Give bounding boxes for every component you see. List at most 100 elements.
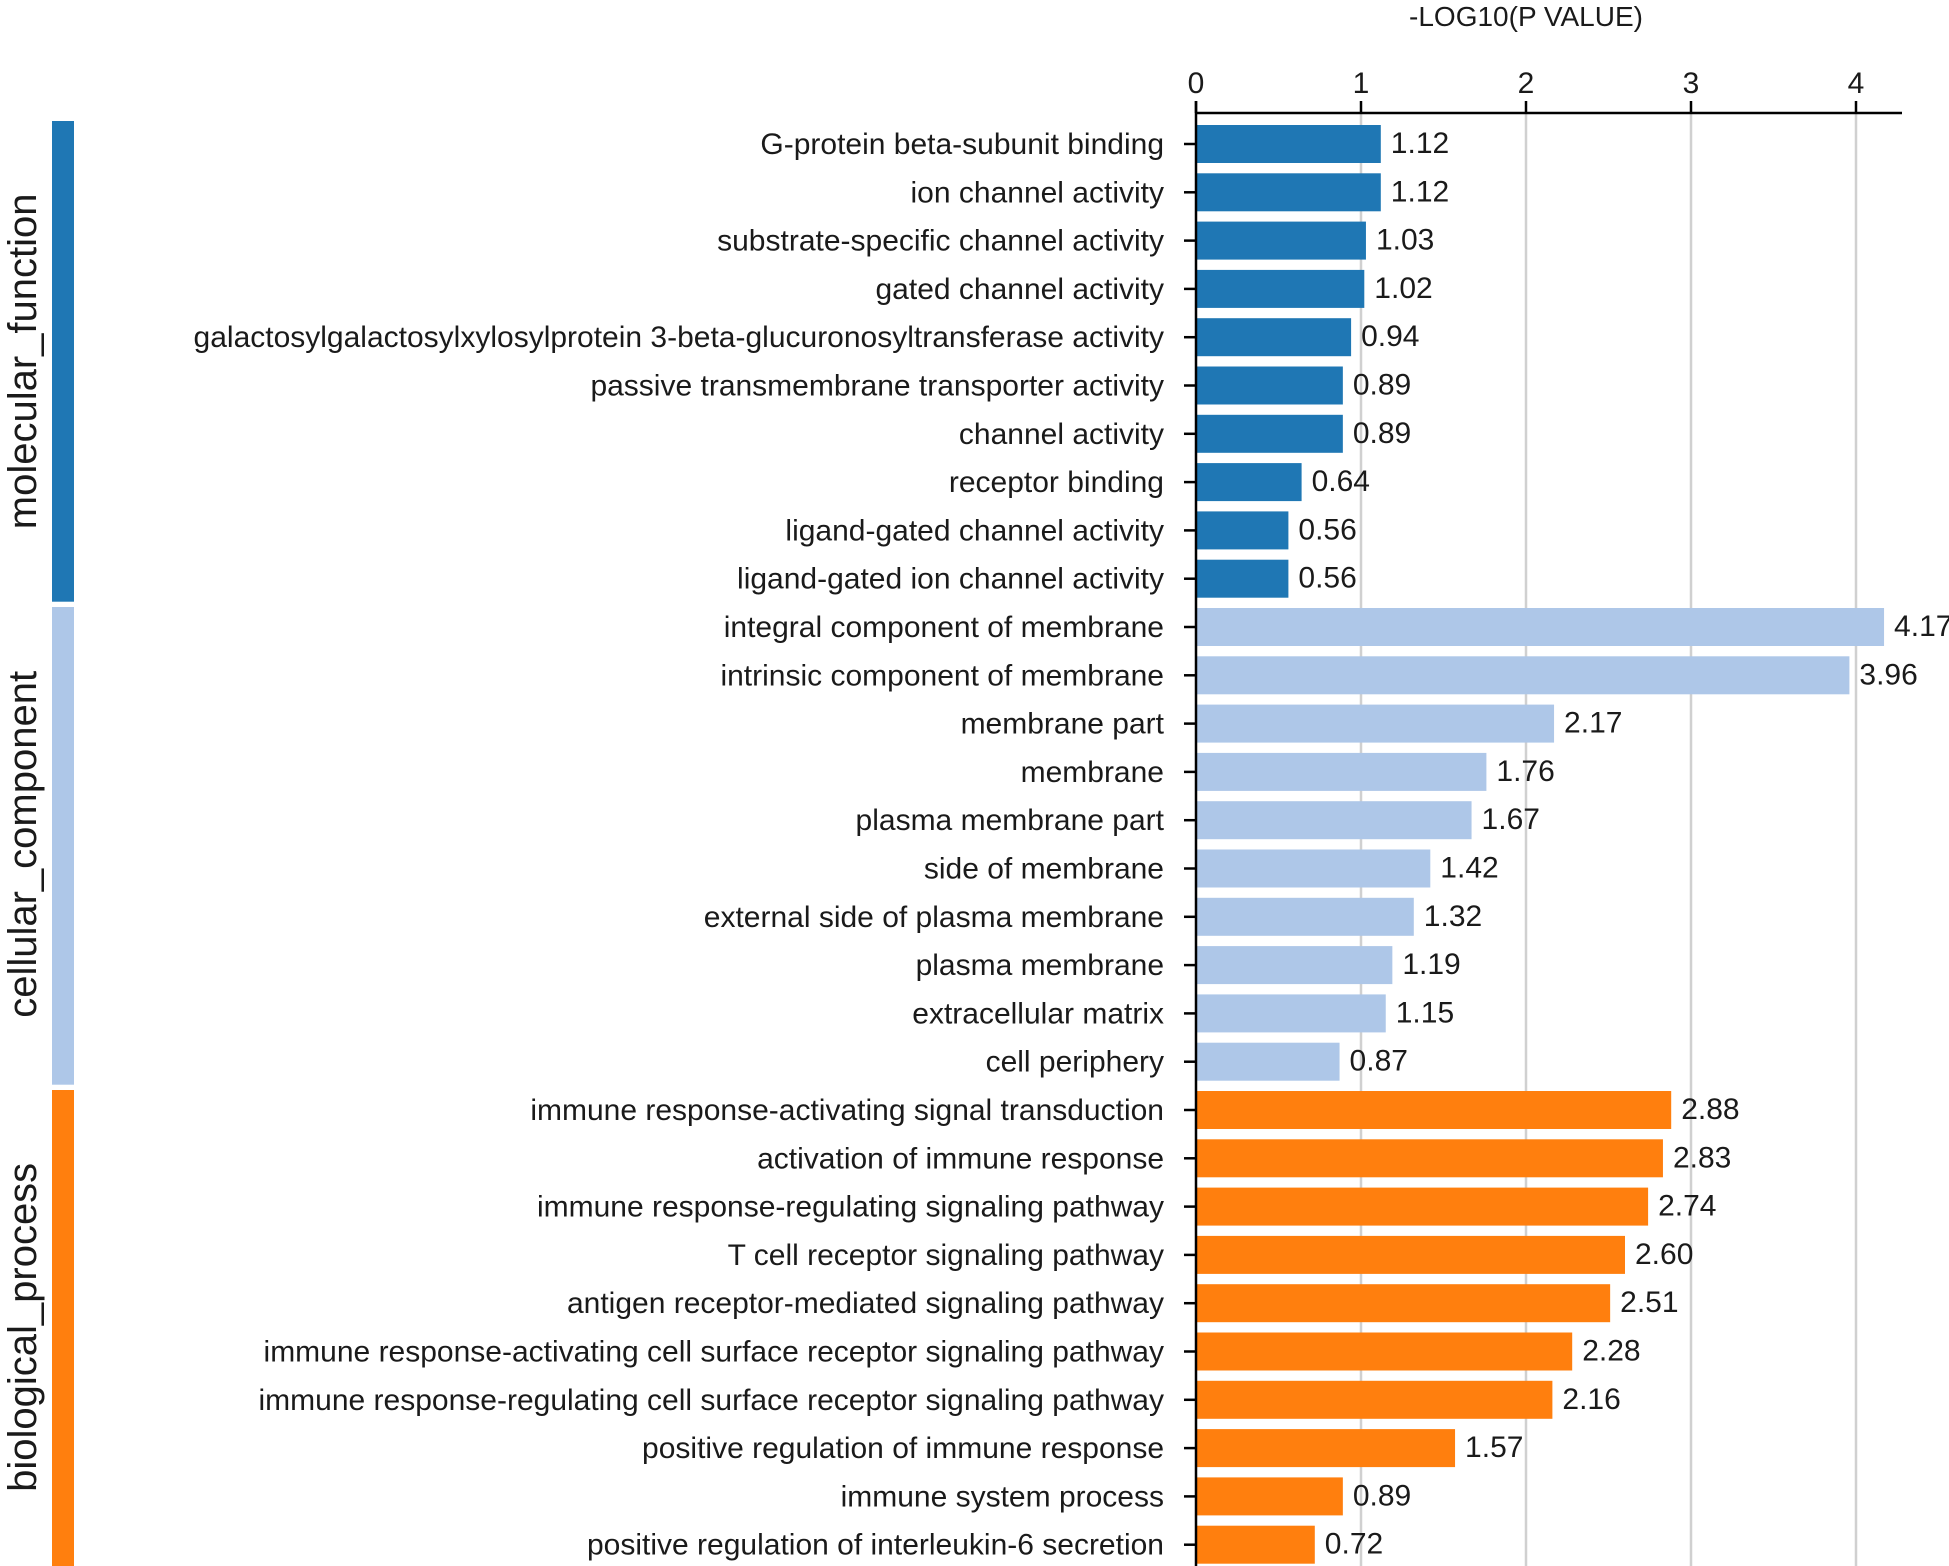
bar bbox=[1196, 801, 1472, 840]
bar bbox=[1196, 1284, 1611, 1323]
term-label: membrane bbox=[1021, 756, 1164, 789]
bar bbox=[1196, 173, 1381, 212]
term-label: positive regulation of immune response bbox=[642, 1432, 1164, 1465]
bar bbox=[1196, 704, 1555, 743]
value-label: 1.12 bbox=[1391, 127, 1449, 160]
bar bbox=[1196, 511, 1289, 550]
group-label: cellular_component bbox=[1, 671, 45, 1018]
term-label: gated channel activity bbox=[875, 273, 1164, 306]
term-label: immune response-activating signal transd… bbox=[530, 1094, 1164, 1127]
value-label: 0.94 bbox=[1361, 320, 1419, 353]
group-color-band bbox=[52, 607, 74, 1085]
bar bbox=[1196, 1187, 1649, 1226]
term-label: substrate-specific channel activity bbox=[717, 225, 1164, 258]
value-label: 2.17 bbox=[1564, 707, 1622, 740]
value-label: 1.02 bbox=[1374, 272, 1432, 305]
category-groups: molecular_function cellular_componentbiol… bbox=[1, 121, 74, 1566]
bar bbox=[1196, 994, 1386, 1033]
value-label: 0.56 bbox=[1298, 513, 1356, 546]
value-label: 0.56 bbox=[1298, 562, 1356, 595]
bar bbox=[1196, 318, 1352, 357]
term-label: activation of immune response bbox=[757, 1142, 1164, 1175]
term-labels: G-protein beta-subunit binding ion channe… bbox=[194, 128, 1165, 1562]
term-label: immune response-activating cell surface … bbox=[264, 1336, 1164, 1369]
value-labels: 1.12 1.12 1.03 1.02 0.94 0.89 0.89 0.64 0.56 0.56… bbox=[1298, 127, 1949, 1561]
value-label: 2.51 bbox=[1620, 1286, 1678, 1319]
bar bbox=[1196, 269, 1365, 308]
value-label: 1.32 bbox=[1424, 900, 1482, 933]
bar bbox=[1196, 1139, 1663, 1178]
bar bbox=[1196, 1525, 1315, 1564]
bars bbox=[1196, 125, 1885, 1564]
term-label: plasma membrane part bbox=[856, 804, 1165, 837]
value-label: 0.64 bbox=[1312, 465, 1370, 498]
term-label: intrinsic component of membrane bbox=[720, 659, 1164, 692]
term-label: passive transmembrane transporter activi… bbox=[590, 370, 1164, 403]
x-axis-title: -LOG10(P VALUE) bbox=[1409, 1, 1643, 32]
x-axis: -LOG10(P VALUE) 0 1 2 3 4 bbox=[1184, 1, 1902, 1566]
term-label: ligand-gated ion channel activity bbox=[737, 563, 1164, 596]
x-tick-label: 3 bbox=[1683, 67, 1700, 100]
term-label: ion channel activity bbox=[911, 176, 1164, 209]
bar bbox=[1196, 1477, 1343, 1516]
term-label: receptor binding bbox=[949, 466, 1164, 499]
x-tick-label: 2 bbox=[1518, 67, 1535, 100]
bar bbox=[1196, 849, 1431, 888]
value-label: 1.12 bbox=[1391, 175, 1449, 208]
term-label: extracellular matrix bbox=[912, 997, 1164, 1030]
term-label: T cell receptor signaling pathway bbox=[728, 1239, 1164, 1272]
gridlines bbox=[1359, 113, 1858, 1566]
value-label: 1.67 bbox=[1482, 803, 1540, 836]
group-color-band bbox=[52, 1090, 74, 1566]
term-label: positive regulation of interleukin-6 sec… bbox=[587, 1529, 1164, 1562]
term-label: immune response-regulating cell surface … bbox=[259, 1384, 1164, 1417]
value-label: 0.89 bbox=[1353, 417, 1411, 450]
x-tick-label: 1 bbox=[1353, 67, 1370, 100]
bar bbox=[1196, 608, 1885, 646]
value-label: 0.89 bbox=[1353, 369, 1411, 402]
bar bbox=[1196, 656, 1850, 695]
bar bbox=[1196, 559, 1289, 598]
value-label: 1.15 bbox=[1396, 996, 1454, 1029]
term-label: plasma membrane bbox=[916, 949, 1164, 982]
term-label: immune response-regulating signaling pat… bbox=[537, 1191, 1164, 1224]
bar bbox=[1196, 1380, 1553, 1419]
value-label: 2.16 bbox=[1562, 1383, 1620, 1416]
value-label: 2.28 bbox=[1582, 1335, 1640, 1368]
value-label: 1.19 bbox=[1402, 948, 1460, 981]
value-label: 0.72 bbox=[1325, 1528, 1383, 1561]
value-label: 2.60 bbox=[1635, 1238, 1693, 1271]
term-label: channel activity bbox=[959, 418, 1164, 451]
term-label: side of membrane bbox=[924, 853, 1164, 886]
value-label: 1.42 bbox=[1440, 852, 1498, 885]
term-label: integral component of membrane bbox=[724, 611, 1164, 644]
term-label: cell periphery bbox=[986, 1046, 1164, 1079]
bar bbox=[1196, 1429, 1456, 1468]
group-label: biological_process bbox=[1, 1163, 45, 1492]
term-label: galactosylgalactosylxylosylprotein 3-bet… bbox=[194, 321, 1164, 354]
bar bbox=[1196, 946, 1393, 985]
bar bbox=[1196, 221, 1366, 260]
group-color-band bbox=[52, 121, 74, 602]
term-label: immune system process bbox=[841, 1480, 1164, 1513]
bar bbox=[1196, 1042, 1340, 1081]
term-label: external side of plasma membrane bbox=[704, 901, 1164, 934]
value-label: 4.17 bbox=[1894, 610, 1949, 643]
term-label: antigen receptor-mediated signaling path… bbox=[567, 1287, 1164, 1320]
value-label: 1.03 bbox=[1376, 224, 1434, 257]
bar bbox=[1196, 752, 1487, 791]
value-label: 3.96 bbox=[1859, 658, 1917, 691]
value-label: 2.88 bbox=[1681, 1093, 1739, 1126]
bar bbox=[1196, 897, 1414, 936]
value-label: 0.87 bbox=[1350, 1045, 1408, 1078]
value-label: 1.57 bbox=[1465, 1431, 1523, 1464]
value-label: 2.74 bbox=[1658, 1190, 1716, 1223]
term-label: ligand-gated channel activity bbox=[785, 514, 1164, 547]
group-label: molecular_function bbox=[1, 193, 45, 529]
bar bbox=[1196, 1091, 1672, 1129]
value-label: 0.89 bbox=[1353, 1479, 1411, 1512]
x-tick-label: 4 bbox=[1848, 67, 1865, 100]
bar bbox=[1196, 414, 1343, 453]
x-tick-label: 0 bbox=[1188, 67, 1205, 100]
